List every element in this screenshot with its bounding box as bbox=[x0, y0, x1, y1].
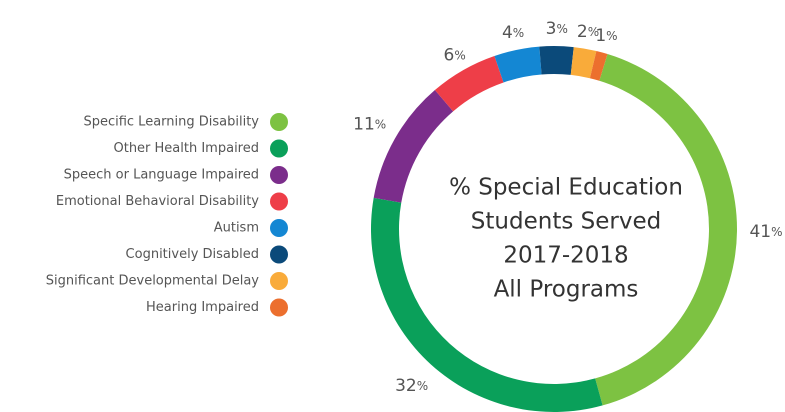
legend-label: Specific Learning Disability bbox=[83, 115, 259, 130]
value-label: 6% bbox=[443, 45, 465, 65]
value-label: 32% bbox=[395, 376, 428, 396]
legend-label: Emotional Behavioral Disability bbox=[56, 194, 259, 209]
donut-segment bbox=[494, 46, 542, 83]
legend-swatch bbox=[270, 298, 288, 317]
chart-title-line: % Special Education bbox=[449, 175, 683, 201]
legend-label: Cognitively Disabled bbox=[126, 247, 259, 262]
legend-swatch bbox=[270, 113, 288, 131]
legend-label: Other Health Impaired bbox=[113, 141, 259, 156]
donut-segment bbox=[589, 50, 608, 81]
chart-title-line: All Programs bbox=[494, 277, 639, 303]
legend-label: Autism bbox=[214, 221, 259, 236]
value-label: 4% bbox=[502, 23, 524, 43]
donut-segment bbox=[373, 90, 454, 203]
legend-swatch bbox=[270, 139, 288, 158]
donut-segment bbox=[434, 55, 504, 112]
chart-title-line: Students Served bbox=[471, 209, 661, 235]
value-label: 1% bbox=[595, 26, 617, 46]
value-label: 11% bbox=[353, 114, 386, 134]
donut-segment bbox=[570, 47, 597, 79]
legend-label: Speech or Language Impaired bbox=[64, 168, 259, 183]
legend-swatch bbox=[270, 272, 288, 290]
donut-segment bbox=[371, 197, 603, 412]
donut-segment bbox=[595, 53, 737, 406]
value-label: 41% bbox=[749, 222, 782, 242]
value-label: 3% bbox=[546, 19, 568, 39]
legend-swatch bbox=[270, 192, 288, 211]
legend-label: Significant Developmental Delay bbox=[46, 274, 260, 289]
donut-segment bbox=[539, 46, 574, 75]
legend-label: Hearing Impaired bbox=[146, 300, 259, 315]
legend-swatch bbox=[270, 245, 288, 264]
chart-title-line: 2017-2018 bbox=[503, 243, 628, 269]
value-label: 2% bbox=[577, 22, 599, 42]
legend-swatch bbox=[270, 219, 288, 237]
legend-swatch bbox=[270, 166, 288, 184]
